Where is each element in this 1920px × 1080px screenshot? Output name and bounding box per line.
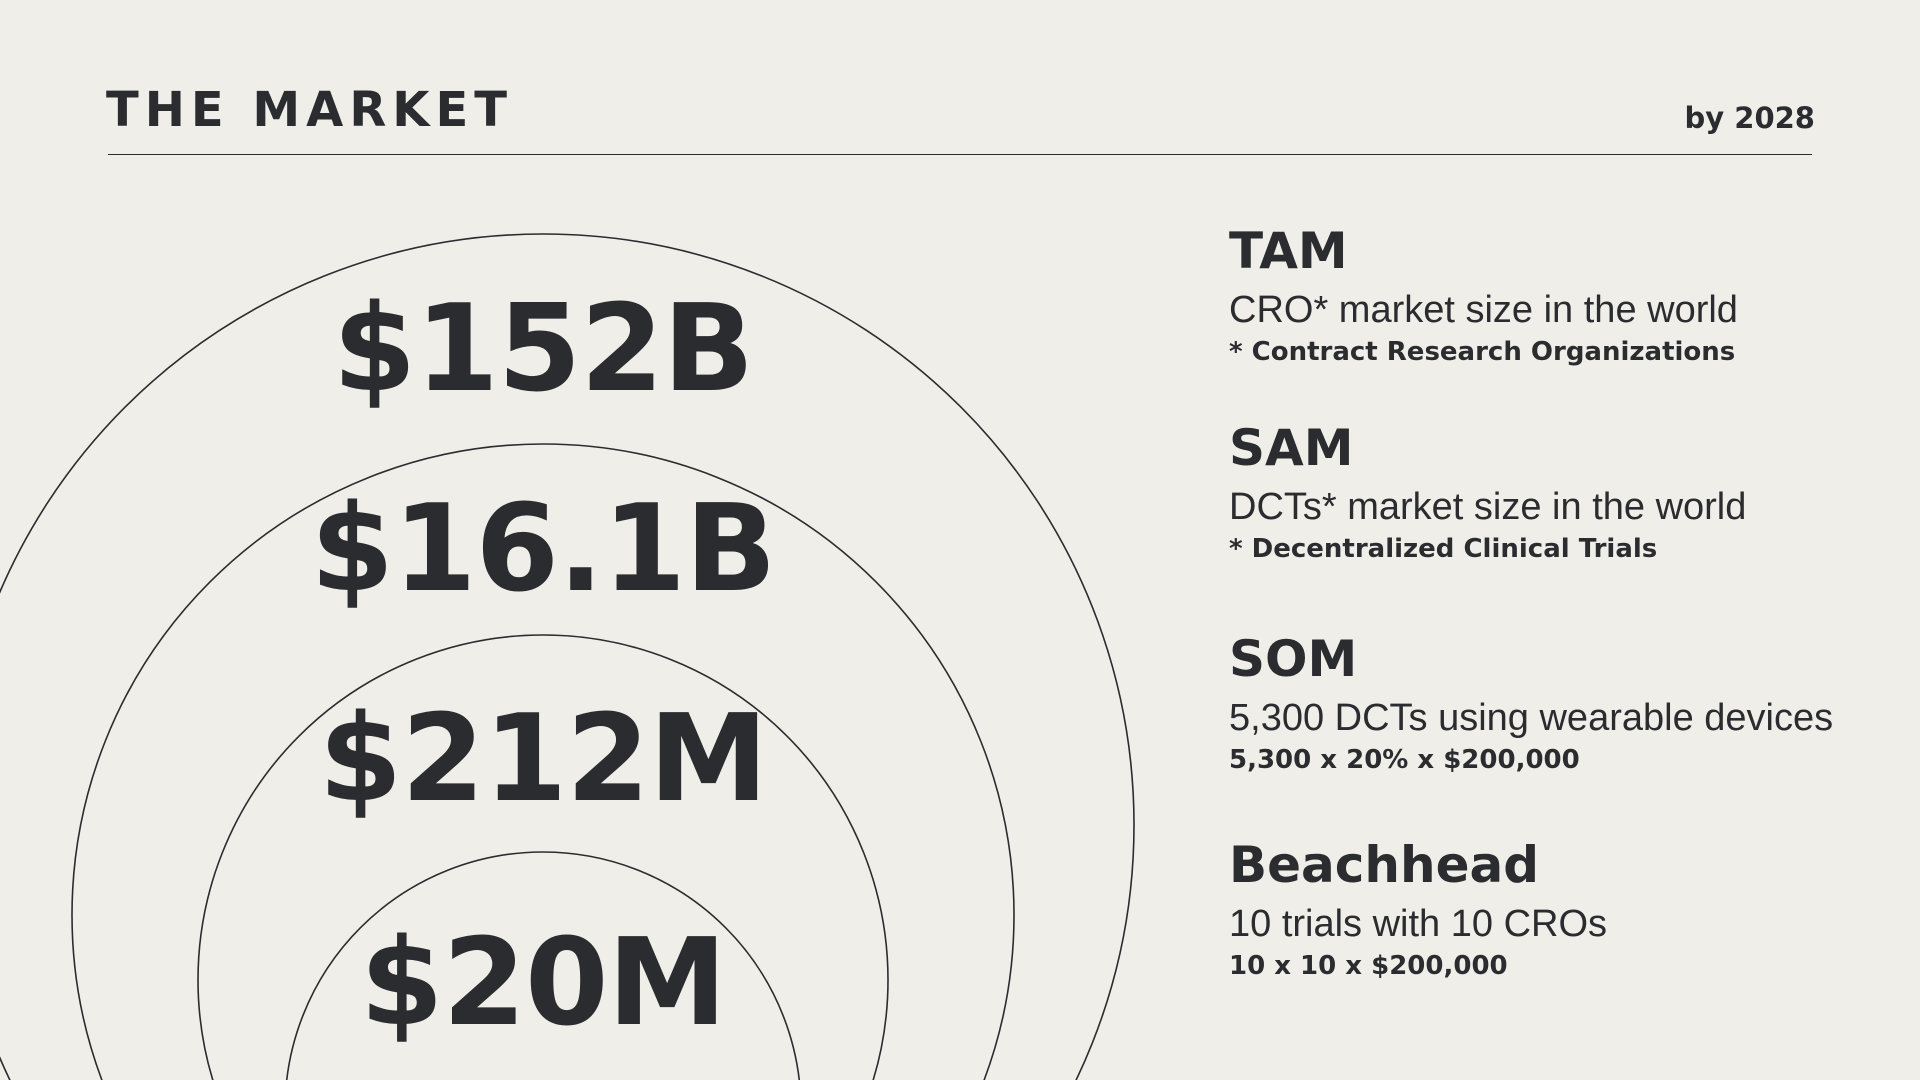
- legend-note: * Decentralized Clinical Trials: [1229, 533, 1658, 564]
- legend-item-tam: TAM CRO* market size in the world * Cont…: [1229, 226, 1738, 366]
- sam-value: $16.1B: [310, 480, 776, 619]
- sam-ring: [71, 443, 1015, 1080]
- legend-note: 5,300 x 20% x $200,000: [1229, 744, 1580, 775]
- legend-description: 10 trials with 10 CROs: [1229, 903, 1608, 945]
- page-title: THE MARKET: [106, 82, 514, 138]
- tam-value: $152B: [332, 280, 754, 419]
- legend-label: SAM: [1229, 419, 1354, 477]
- beachhead-ring: [285, 851, 801, 1080]
- legend-description: 5,300 DCTs using wearable devices: [1229, 697, 1834, 739]
- year-label: by 2028: [1684, 101, 1815, 135]
- legend-label: SOM: [1229, 630, 1358, 688]
- som-value: $212M: [318, 690, 768, 829]
- legend-label: Beachhead: [1229, 836, 1540, 894]
- legend-item-beachhead: Beachhead 10 trials with 10 CROs 10 x 10…: [1229, 840, 1607, 980]
- tam-ring: [0, 233, 1135, 1080]
- legend-note: * Contract Research Organizations: [1229, 336, 1736, 367]
- som-ring: [197, 634, 889, 1080]
- legend-description: CRO* market size in the world: [1229, 289, 1738, 331]
- legend-description: DCTs* market size in the world: [1229, 486, 1747, 528]
- legend-note: 10 x 10 x $200,000: [1229, 950, 1508, 981]
- legend-item-sam: SAM DCTs* market size in the world * Dec…: [1229, 423, 1746, 563]
- legend-item-som: SOM 5,300 DCTs using wearable devices 5,…: [1229, 634, 1833, 774]
- beachhead-value: $20M: [360, 914, 727, 1053]
- legend-label: TAM: [1229, 222, 1348, 280]
- header-divider: [108, 154, 1812, 155]
